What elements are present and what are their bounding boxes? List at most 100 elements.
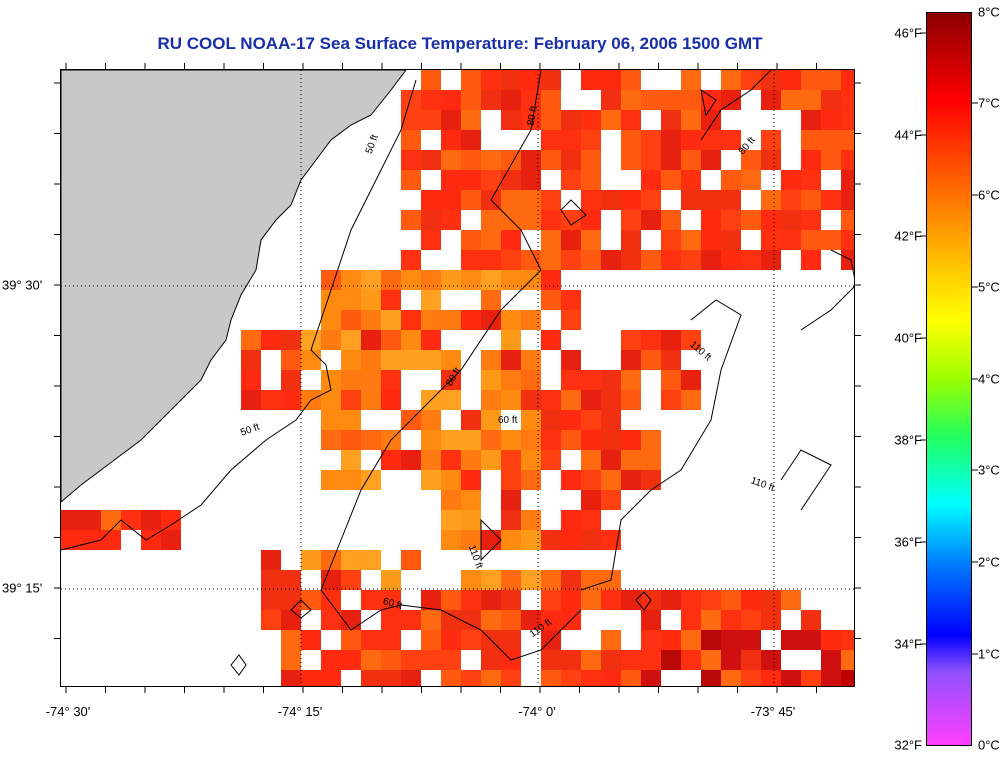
sst-pixel [561,110,581,130]
sst-pixel [461,610,481,630]
sst-pixel [361,650,381,670]
sst-pixel [581,70,601,90]
sst-pixel [681,70,701,90]
sst-pixel [801,170,821,190]
sst-pixel [401,150,421,170]
sst-pixel [461,190,481,210]
sst-pixel [381,650,401,670]
sst-pixel [521,210,541,230]
sst-pixel [341,290,361,310]
sst-pixel [601,670,621,686]
sst-pixel [621,650,641,670]
sst-pixel [421,590,441,610]
sst-pixel [541,190,561,210]
sst-pixel [401,550,421,570]
sst-pixel [661,250,681,270]
contour-110ft-b [580,299,742,591]
sst-pixel [701,650,721,670]
sst-pixel [581,430,601,450]
sst-pixel [481,170,501,190]
sst-pixel [361,270,381,290]
sst-pixel [241,330,261,350]
sst-pixel [841,630,854,650]
sst-pixel [481,610,501,630]
sst-pixel [341,630,361,650]
sst-pixel [361,390,381,410]
sst-pixel [621,70,641,90]
x-label-3: -74° 0' [518,704,556,719]
sst-pixel [481,410,501,430]
sst-pixel [521,250,541,270]
sst-pixel [301,550,321,570]
sst-pixel [501,430,521,450]
sst-pixel [461,110,481,130]
sst-pixel [801,110,821,130]
sst-pixel [721,610,741,630]
sst-pixel [461,250,481,270]
sst-pixel [741,170,761,190]
sst-pixel [441,650,461,670]
sst-pixel [801,670,821,686]
sst-pixel [561,670,581,686]
sst-pixel [621,130,641,150]
sst-pixel [701,230,721,250]
sst-pixel [601,530,621,550]
sst-map-canvas [61,70,854,686]
sst-pixel [661,370,681,390]
sst-pixel [461,90,481,110]
sst-pixel [501,630,521,650]
sst-pixel [781,170,801,190]
contour-small-2 [560,199,587,226]
sst-pixel [841,650,854,670]
sst-pixel [641,250,661,270]
sst-pixel [501,70,521,90]
sst-pixel [821,130,841,150]
sst-pixel [641,170,661,190]
sst-pixel [361,350,381,370]
sst-pixel [541,270,561,290]
sst-pixel [701,250,721,270]
sst-pixel [281,670,301,686]
sst-pixel [841,670,854,686]
sst-pixel [721,210,741,230]
colorbar-c-0: 0°C [978,737,1000,753]
sst-pixel [781,230,801,250]
sst-pixel [561,370,581,390]
contour-small-5 [635,591,652,611]
sst-pixel [761,210,781,230]
sst-pixel [381,590,401,610]
sst-pixel [701,630,721,650]
sst-pixel [581,230,601,250]
sst-pixel [621,350,641,370]
sst-pixel [661,390,681,410]
sst-pixel [401,450,421,470]
sst-pixel [581,250,601,270]
x-label-4: -73° 45' [750,704,796,719]
y-label-1: 39° 30' [2,277,43,293]
sst-pixel [541,90,561,110]
sst-pixel [541,590,561,610]
sst-pixel [661,110,681,130]
sst-pixel [481,450,501,470]
sst-pixel [541,530,561,550]
contour-60ft [400,604,582,661]
sst-pixel [721,230,741,250]
sst-pixel [501,250,521,270]
sst-pixel [501,370,521,390]
sst-pixel [481,590,501,610]
sst-pixel [841,90,854,110]
sst-pixel [841,190,854,210]
sst-pixel [501,110,521,130]
sst-pixel [681,170,701,190]
sst-pixel [701,210,721,230]
sst-pixel [481,230,501,250]
sst-pixel [781,90,801,110]
sst-pixel [581,530,601,550]
sst-pixel [321,610,341,630]
sst-pixel [601,650,621,670]
sst-pixel [321,670,341,686]
sst-pixel [401,210,421,230]
sst-pixel [781,590,801,610]
sst-pixel [641,130,661,150]
sst-pixel [361,670,381,686]
